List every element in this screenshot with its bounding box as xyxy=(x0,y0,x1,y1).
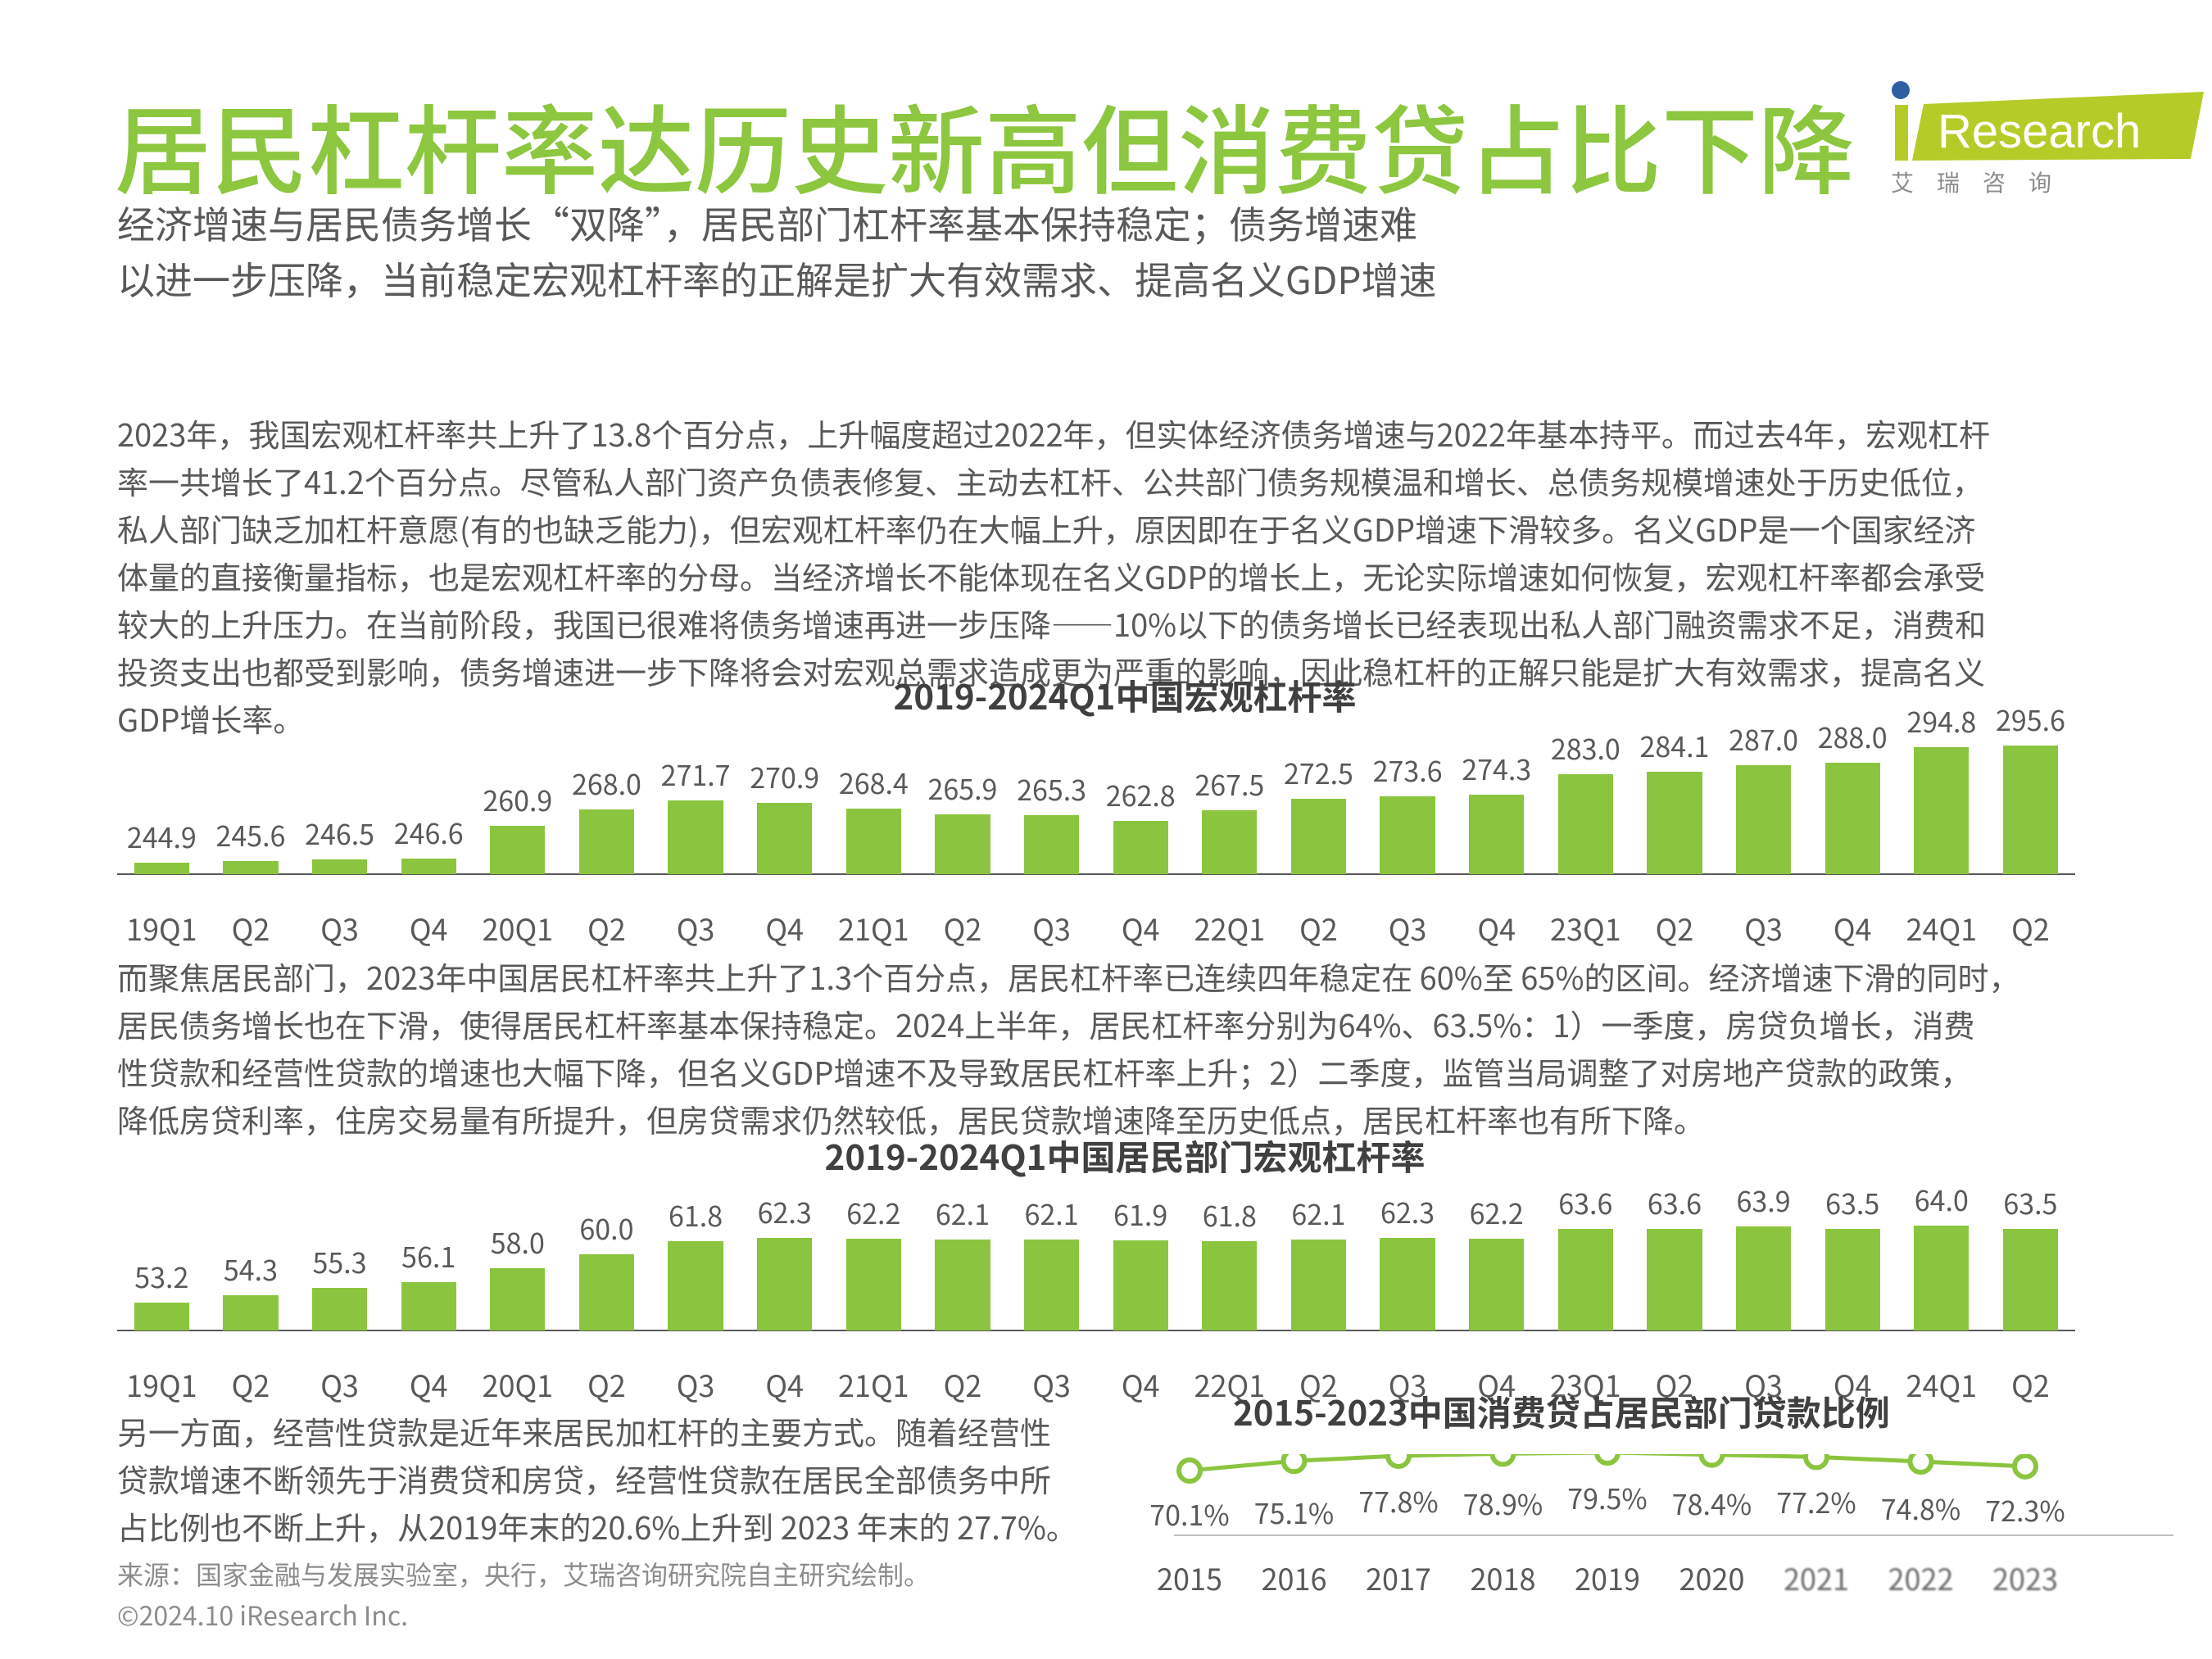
svg-text:Research: Research xyxy=(1938,105,2141,158)
